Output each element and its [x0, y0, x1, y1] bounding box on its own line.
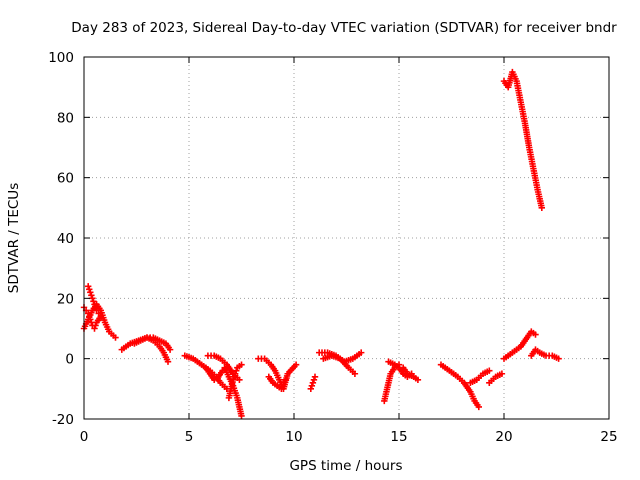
chart-title: Day 283 of 2023, Sidereal Day-to-day VTE… [71, 20, 617, 36]
data-point [89, 295, 96, 302]
y-tick-label: -20 [52, 412, 74, 428]
data-point [87, 316, 94, 323]
axis-ticks: 0 5 10 15 20 25 -20 0 20 40 60 80 100 [48, 50, 617, 445]
data-point [358, 349, 365, 356]
x-tick-label: 0 [80, 429, 89, 445]
data-point [238, 412, 245, 420]
data-point [233, 367, 240, 374]
series-arc10 [221, 364, 245, 420]
data-point [91, 325, 98, 332]
data-point [88, 292, 95, 299]
x-tick-label: 5 [185, 429, 194, 445]
series-arc22 [500, 328, 539, 362]
data-point [475, 403, 482, 411]
data-point [311, 373, 319, 380]
data-point [292, 361, 300, 368]
data-point [85, 310, 92, 317]
data-point [164, 358, 172, 365]
series-arc23 [528, 346, 562, 362]
y-tick-label: 60 [57, 171, 74, 187]
data-point [91, 301, 98, 308]
x-tick-label: 10 [285, 429, 302, 445]
series-arc19 [437, 361, 482, 411]
data-point [351, 370, 359, 377]
data-points [80, 68, 562, 420]
data-point [310, 376, 318, 383]
series-arc5 [131, 334, 174, 353]
data-point [90, 298, 97, 305]
y-tick-label: 40 [57, 231, 74, 247]
data-point [86, 286, 93, 293]
data-point [282, 376, 289, 383]
y-tick-label: 20 [57, 291, 74, 307]
y-tick-label: 100 [48, 50, 74, 66]
data-point [112, 334, 119, 341]
data-point [238, 361, 245, 368]
data-point [498, 370, 506, 377]
x-tick-label: 15 [390, 429, 407, 445]
series-arc24 [500, 68, 545, 212]
data-point [555, 355, 562, 362]
x-tick-label: 25 [600, 429, 617, 445]
series-arc2 [80, 304, 104, 332]
data-point [85, 283, 92, 290]
series-arc3 [85, 283, 104, 320]
x-tick-label: 20 [495, 429, 512, 445]
data-point [86, 313, 93, 320]
data-point [307, 385, 314, 393]
data-point [308, 382, 316, 390]
series-arc7 [202, 364, 230, 383]
data-point [538, 204, 545, 212]
series-arc18 [395, 364, 415, 380]
data-point [408, 370, 415, 377]
data-point [309, 379, 317, 386]
data-point [87, 289, 94, 296]
data-point [232, 370, 239, 377]
series-arc21 [486, 370, 506, 386]
data-point [97, 313, 104, 320]
series-arc12 [265, 373, 289, 393]
data-point [414, 376, 422, 383]
series-arc20 [467, 367, 493, 386]
gridlines [84, 57, 609, 419]
x-axis-label: GPS time / hours [289, 458, 402, 474]
series-arc15 [320, 352, 359, 377]
data-point [92, 322, 99, 329]
data-point [236, 376, 243, 383]
data-point [486, 367, 493, 374]
y-tick-label: 80 [57, 110, 74, 126]
series-arc13 [307, 373, 319, 393]
y-axis-label: SDTVAR / TECUs [6, 183, 22, 293]
data-point [532, 331, 539, 338]
data-point [166, 346, 174, 353]
data-point [92, 304, 99, 311]
y-tick-label: 0 [65, 352, 74, 368]
